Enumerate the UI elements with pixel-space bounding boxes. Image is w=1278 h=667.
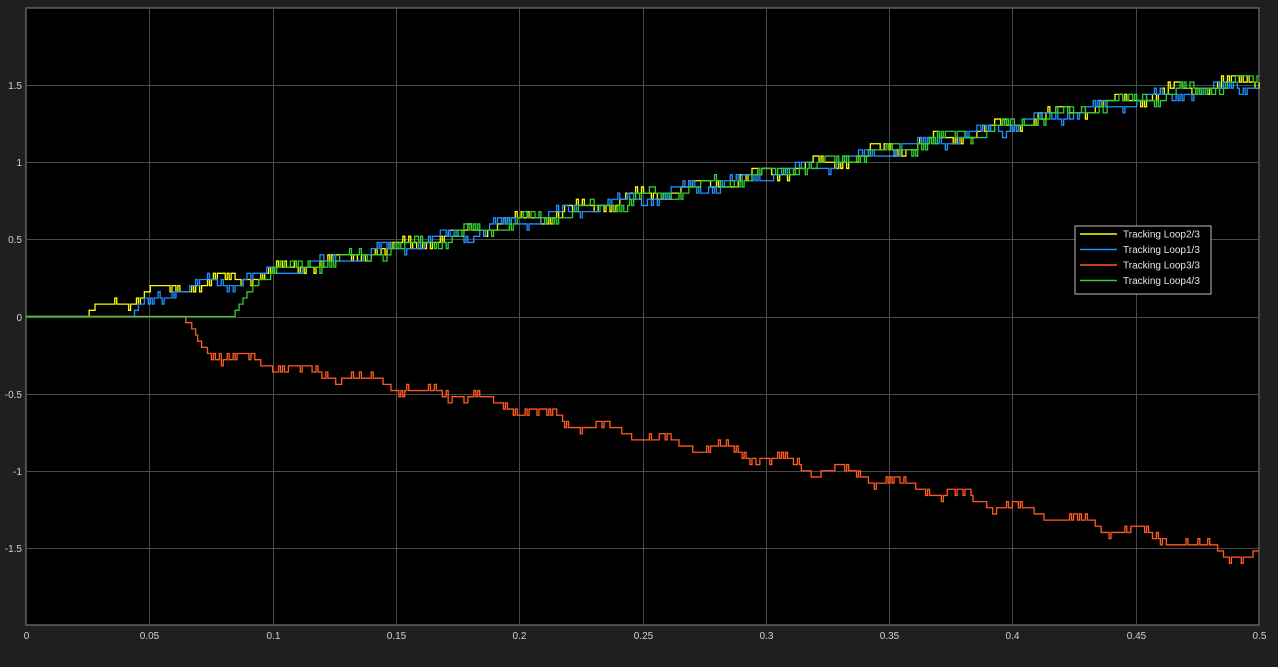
y-tick-label: 0 — [16, 313, 22, 324]
y-axis-ticks: 1.5 1 0.5 0 -0.5 -1 -1.5 — [5, 81, 23, 555]
series-line-4 — [26, 75, 1259, 318]
legend-box — [1074, 225, 1212, 295]
y-tick-label: -0.5 — [5, 390, 23, 401]
x-tick-label: 0.4 — [1006, 631, 1020, 642]
grid — [26, 8, 1260, 625]
legend-entry[interactable]: Tracking Loop2/3 — [1123, 230, 1200, 241]
legend[interactable]: Tracking Loop2/3 Tracking Loop1/3 Tracking… — [1074, 225, 1212, 295]
y-tick-label: 1.5 — [8, 81, 22, 92]
series-layer — [26, 75, 1260, 564]
y-tick-label: 1 — [16, 158, 22, 169]
series-line-2 — [26, 81, 1259, 318]
x-tick-label: 0.3 — [760, 631, 774, 642]
y-tick-label: 0.5 — [8, 235, 22, 246]
x-tick-label: 0.15 — [387, 631, 407, 642]
x-tick-label: 0.25 — [634, 631, 654, 642]
legend-entry[interactable]: Tracking Loop1/3 — [1123, 245, 1200, 256]
x-tick-label: 0.5 — [1253, 631, 1267, 642]
x-tick-label: 0.45 — [1127, 631, 1147, 642]
y-tick-label: -1.5 — [5, 544, 23, 555]
y-tick-label: -1 — [13, 467, 22, 478]
x-tick-label: 0.1 — [267, 631, 281, 642]
x-tick-label: 0 — [24, 631, 30, 642]
x-tick-label: 0.35 — [880, 631, 900, 642]
x-axis-ticks: 0 0.05 0.1 0.15 0.2 0.25 0.3 0.35 0.4 0.45 0.5 — [24, 631, 1267, 642]
x-tick-label: 0.2 — [513, 631, 527, 642]
x-tick-label: 0.05 — [140, 631, 160, 642]
legend-entry[interactable]: Tracking Loop3/3 — [1123, 261, 1200, 272]
legend-entry[interactable]: Tracking Loop4/3 — [1123, 276, 1200, 287]
series-line-3 — [26, 315, 1259, 564]
